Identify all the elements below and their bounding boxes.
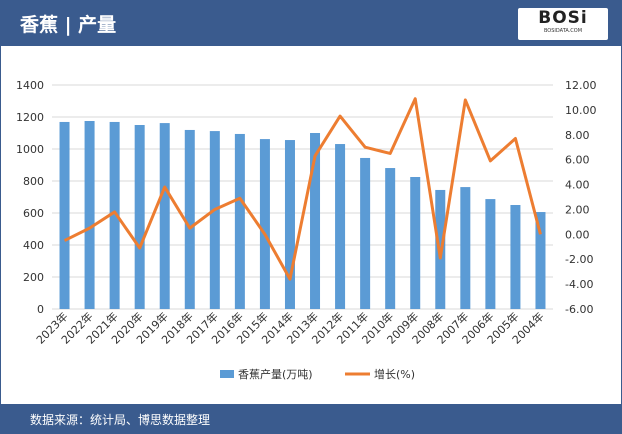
right-axis-tick: 0.00: [565, 228, 590, 241]
left-axis-tick: 0: [37, 303, 44, 316]
right-axis-tick: -6.00: [565, 303, 593, 316]
bar: [460, 187, 471, 309]
bar: [535, 212, 546, 309]
bar: [134, 125, 145, 309]
right-axis-tick: 12.00: [565, 79, 597, 92]
bosi-logo: BOSi BOSIDATA.COM: [518, 8, 608, 40]
bar: [109, 121, 120, 310]
right-axis-tick: 4.00: [565, 179, 590, 192]
chart-svg: 0 200 400 600 800 1000 1200 1400 -6.00 -4.00 -2.00…: [16, 79, 597, 381]
bar: [310, 133, 321, 309]
left-axis-tick: 200: [23, 271, 44, 284]
bar: [284, 140, 295, 309]
right-axis-tick: 6.00: [565, 154, 590, 167]
right-axis-tick: -2.00: [565, 253, 593, 266]
bar: [360, 157, 371, 309]
footer-bar: 数据来源：统计局、博思数据整理: [0, 404, 622, 434]
bar: [159, 123, 170, 309]
logo-subtext: BOSIDATA.COM: [543, 28, 583, 34]
left-axis-tick: 600: [23, 207, 44, 220]
bar: [510, 205, 521, 309]
right-axis-tick: -4.00: [565, 278, 593, 291]
right-axis-tick: 2.00: [565, 203, 590, 216]
right-axis-tick: 8.00: [565, 129, 590, 142]
bar: [209, 131, 220, 309]
header-bar: 香蕉 | 产量 BOSi BOSIDATA.COM: [0, 0, 622, 46]
legend-line-label: 增长(%): [374, 367, 415, 381]
bar: [184, 129, 195, 309]
bar: [259, 139, 270, 309]
legend-bar-swatch: [220, 370, 234, 378]
left-axis-tick: 1200: [16, 111, 44, 124]
right-axis-tick: 10.00: [565, 104, 597, 117]
bar: [385, 168, 396, 309]
left-axis-tick: 1400: [16, 79, 44, 92]
legend-bar-label: 香蕉产量(万吨): [238, 367, 313, 381]
left-axis-tick: 400: [23, 239, 44, 252]
bar: [59, 121, 70, 310]
chart-title: 香蕉 | 产量: [20, 14, 117, 36]
left-axis-tick: 1000: [16, 143, 44, 156]
bar: [84, 121, 95, 309]
bar: [234, 133, 245, 309]
bar: [410, 177, 421, 309]
growth-line: [63, 97, 542, 281]
bar: [335, 144, 346, 309]
logo-text: BOSi: [538, 8, 588, 28]
left-axis-tick: 800: [23, 175, 44, 188]
data-source: 数据来源：统计局、博思数据整理: [30, 413, 211, 427]
bar: [485, 199, 496, 309]
